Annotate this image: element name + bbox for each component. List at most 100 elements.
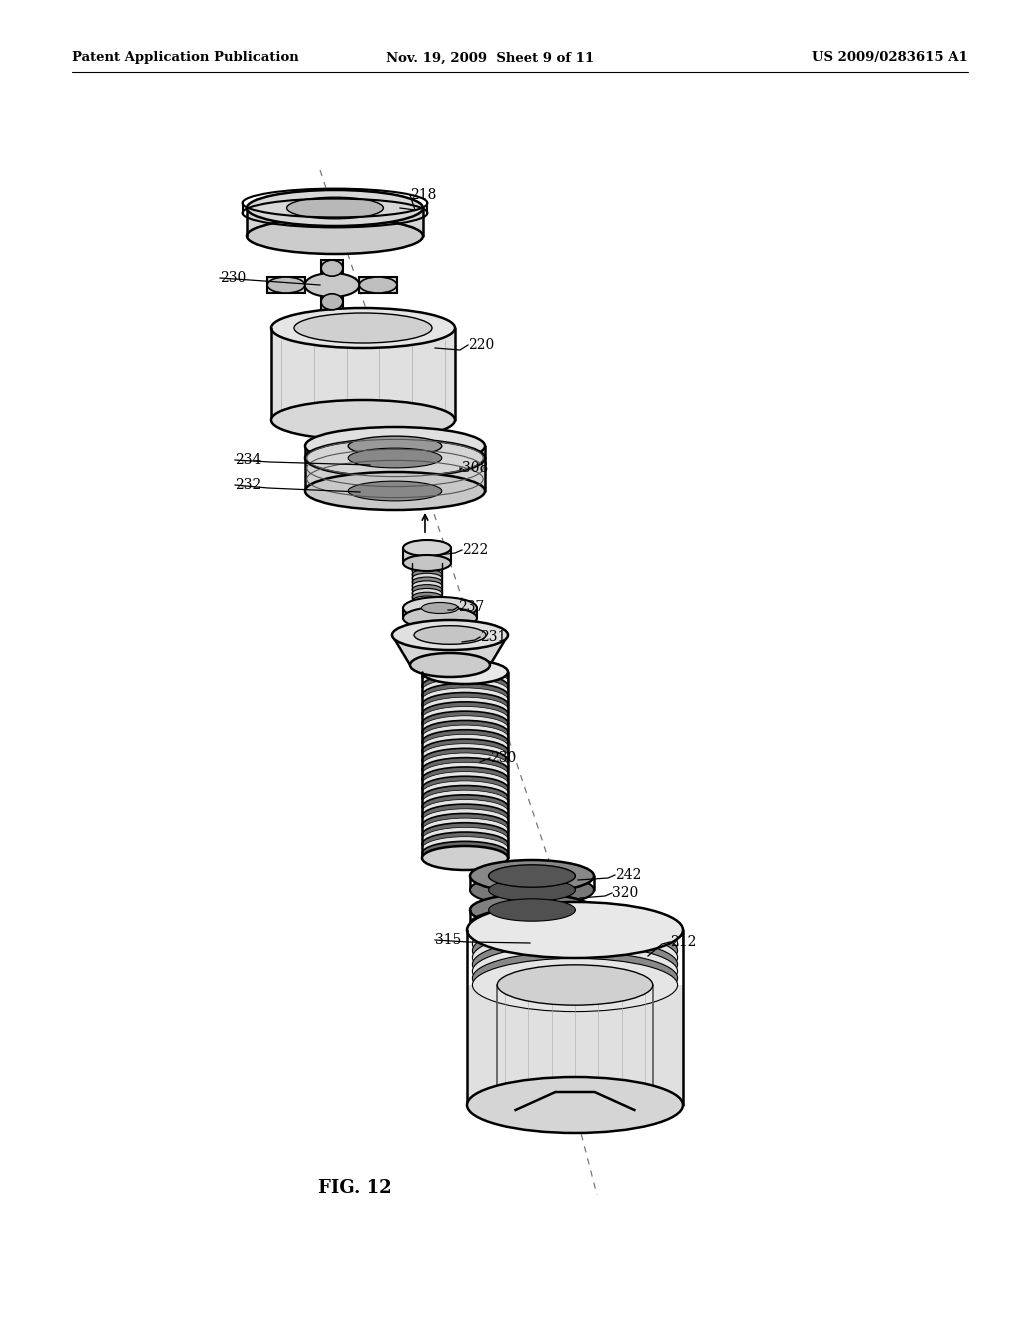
Ellipse shape (422, 721, 508, 744)
Ellipse shape (287, 197, 383, 219)
Ellipse shape (470, 908, 594, 940)
Ellipse shape (412, 597, 442, 606)
Ellipse shape (488, 879, 575, 902)
Ellipse shape (422, 693, 508, 717)
Ellipse shape (422, 832, 508, 857)
Ellipse shape (412, 566, 442, 576)
Ellipse shape (422, 715, 508, 739)
Ellipse shape (472, 945, 678, 998)
Ellipse shape (498, 965, 652, 1005)
Polygon shape (467, 985, 683, 1105)
Ellipse shape (305, 273, 359, 297)
Ellipse shape (422, 767, 508, 791)
Text: FIG. 12: FIG. 12 (318, 1179, 392, 1197)
Polygon shape (247, 209, 423, 236)
Polygon shape (305, 446, 485, 458)
Ellipse shape (422, 734, 508, 759)
Ellipse shape (422, 846, 508, 870)
Polygon shape (271, 327, 455, 420)
Polygon shape (322, 260, 343, 277)
Text: 237: 237 (458, 601, 484, 614)
Ellipse shape (422, 697, 508, 721)
Text: 315: 315 (435, 933, 462, 946)
Text: 242: 242 (615, 869, 641, 882)
Polygon shape (403, 548, 451, 564)
Ellipse shape (422, 822, 508, 846)
Ellipse shape (422, 748, 508, 772)
Ellipse shape (422, 702, 508, 726)
Ellipse shape (422, 706, 508, 730)
Ellipse shape (422, 762, 508, 787)
Text: 308: 308 (462, 461, 488, 475)
Ellipse shape (247, 218, 423, 253)
Ellipse shape (422, 785, 508, 809)
Ellipse shape (422, 711, 508, 735)
Ellipse shape (422, 725, 508, 750)
Ellipse shape (403, 607, 477, 630)
Ellipse shape (247, 190, 423, 226)
Text: 222: 222 (462, 543, 488, 557)
Polygon shape (305, 458, 485, 491)
Ellipse shape (472, 931, 678, 985)
Ellipse shape (422, 660, 508, 684)
Ellipse shape (422, 804, 508, 828)
Ellipse shape (271, 308, 455, 348)
Ellipse shape (412, 581, 442, 591)
Text: Patent Application Publication: Patent Application Publication (72, 51, 299, 65)
Ellipse shape (422, 776, 508, 800)
Ellipse shape (467, 902, 683, 958)
Ellipse shape (414, 626, 486, 644)
Ellipse shape (267, 277, 305, 293)
Ellipse shape (488, 899, 575, 921)
Text: 232: 232 (234, 478, 261, 492)
Polygon shape (322, 293, 343, 310)
Ellipse shape (422, 800, 508, 824)
Ellipse shape (422, 665, 508, 689)
Ellipse shape (470, 874, 594, 906)
Ellipse shape (422, 752, 508, 777)
Ellipse shape (472, 958, 678, 1011)
Ellipse shape (412, 589, 442, 598)
Ellipse shape (422, 841, 508, 866)
Ellipse shape (422, 758, 508, 781)
Ellipse shape (348, 436, 441, 455)
Ellipse shape (422, 675, 508, 698)
Ellipse shape (305, 440, 485, 477)
Ellipse shape (422, 846, 508, 870)
Ellipse shape (403, 554, 451, 572)
Text: 234: 234 (234, 453, 261, 467)
Ellipse shape (412, 577, 442, 587)
Polygon shape (359, 277, 397, 293)
Ellipse shape (322, 294, 343, 310)
Ellipse shape (472, 952, 678, 1005)
Text: 220: 220 (468, 338, 495, 352)
Ellipse shape (412, 562, 442, 572)
Ellipse shape (470, 894, 594, 927)
Ellipse shape (271, 400, 455, 440)
Polygon shape (267, 277, 305, 293)
Ellipse shape (422, 660, 508, 684)
Ellipse shape (422, 730, 508, 754)
Ellipse shape (472, 937, 678, 991)
Ellipse shape (422, 684, 508, 708)
Text: 320: 320 (612, 886, 638, 900)
Ellipse shape (322, 260, 343, 276)
Ellipse shape (472, 911, 678, 964)
Polygon shape (392, 635, 508, 665)
Ellipse shape (422, 795, 508, 818)
Ellipse shape (403, 597, 477, 619)
Ellipse shape (412, 593, 442, 602)
Ellipse shape (305, 473, 485, 510)
Ellipse shape (348, 480, 441, 500)
Text: 218: 218 (410, 187, 436, 202)
Text: US 2009/0283615 A1: US 2009/0283615 A1 (812, 51, 968, 65)
Ellipse shape (422, 828, 508, 851)
Ellipse shape (403, 540, 451, 556)
Ellipse shape (472, 903, 678, 957)
Text: Nov. 19, 2009  Sheet 9 of 11: Nov. 19, 2009 Sheet 9 of 11 (386, 51, 594, 65)
Text: 230: 230 (220, 271, 246, 285)
Ellipse shape (392, 620, 508, 649)
Text: 212: 212 (670, 935, 696, 949)
Ellipse shape (422, 813, 508, 837)
Ellipse shape (422, 743, 508, 768)
